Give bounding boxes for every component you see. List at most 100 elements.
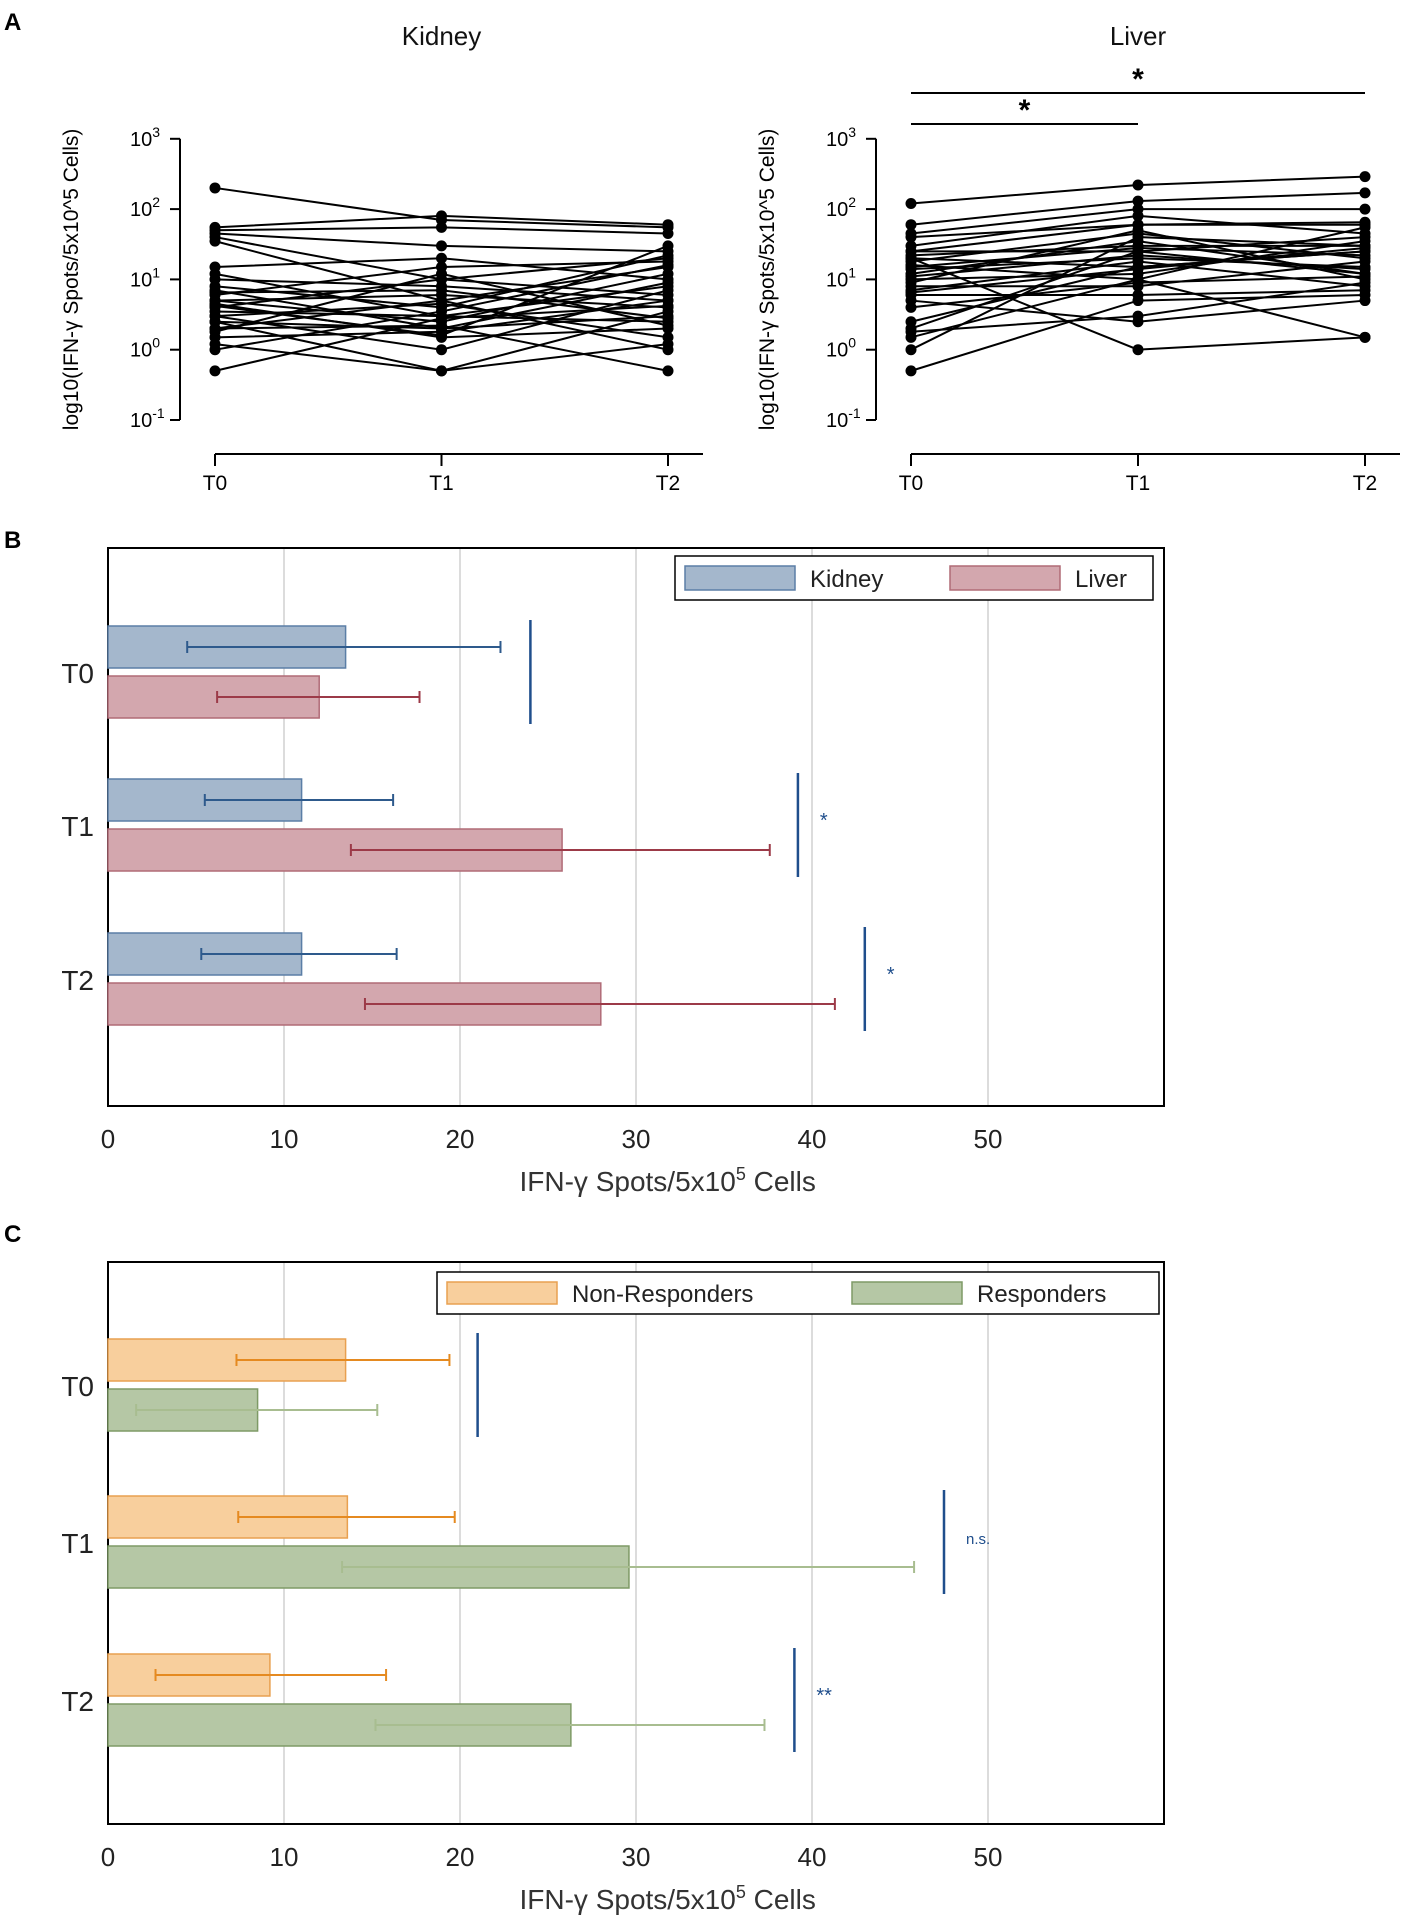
data-point bbox=[662, 227, 674, 239]
data-point bbox=[905, 219, 917, 231]
data-point bbox=[1132, 277, 1144, 289]
x-tick-label: 0 bbox=[101, 1124, 115, 1154]
data-point bbox=[209, 287, 221, 299]
y-tick-exponent: 3 bbox=[848, 124, 856, 140]
data-point bbox=[1132, 249, 1144, 261]
x-tick-label: T2 bbox=[656, 472, 681, 495]
category-label: T1 bbox=[61, 1528, 94, 1559]
data-point bbox=[905, 365, 917, 377]
y-tick-base: 10 bbox=[826, 410, 848, 432]
data-point bbox=[905, 245, 917, 257]
panel-c-bar-chart: 0 10 20 30 40 50 T0 T1 T2 n.s. ** Non-Responders Res… bbox=[61, 1261, 1165, 1915]
data-point bbox=[1132, 295, 1144, 307]
chart-title: Liver bbox=[1110, 21, 1167, 51]
data-point bbox=[1359, 216, 1371, 228]
category-label: T0 bbox=[61, 1371, 94, 1402]
x-tick-label: 50 bbox=[974, 1124, 1003, 1154]
legend-swatch bbox=[949, 565, 1061, 591]
data-point bbox=[436, 252, 447, 264]
data-point bbox=[436, 312, 447, 324]
data-point bbox=[1359, 270, 1371, 282]
data-point bbox=[436, 329, 447, 341]
x-tick-label: T1 bbox=[1126, 472, 1151, 495]
panel-label-b: B bbox=[4, 527, 21, 554]
significance-label: ** bbox=[816, 1685, 832, 1707]
data-point bbox=[905, 326, 917, 338]
y-tick-base: 10 bbox=[130, 340, 152, 362]
x-tick-label: 0 bbox=[101, 1842, 115, 1872]
data-point bbox=[662, 259, 674, 271]
x-tick-label: 40 bbox=[798, 1842, 827, 1872]
y-tick-label: 10-1 bbox=[826, 405, 861, 432]
data-point bbox=[436, 240, 447, 252]
data-point bbox=[905, 301, 917, 313]
data-point bbox=[662, 277, 674, 289]
y-tick-label: 100 bbox=[130, 335, 160, 362]
category-label: T2 bbox=[61, 965, 94, 996]
y-tick-exponent: 3 bbox=[152, 124, 160, 140]
x-axis-title-main: IFN-γ Spots/5x10 bbox=[520, 1166, 736, 1197]
x-tick-label: 10 bbox=[270, 1124, 299, 1154]
y-tick-label: 100 bbox=[826, 335, 856, 362]
x-tick-label: T1 bbox=[429, 472, 454, 495]
category-label: T1 bbox=[61, 811, 94, 842]
y-tick-base: 10 bbox=[130, 199, 152, 221]
data-point bbox=[1359, 171, 1371, 183]
y-tick-label: 103 bbox=[130, 124, 160, 151]
y-tick-label: 103 bbox=[826, 124, 856, 151]
data-point bbox=[1359, 331, 1371, 343]
x-tick-label: 20 bbox=[446, 1124, 475, 1154]
y-tick-base: 10 bbox=[826, 269, 848, 291]
legend-label: Kidney bbox=[810, 566, 883, 593]
data-point bbox=[662, 365, 674, 377]
data-point bbox=[905, 287, 917, 299]
data-point bbox=[905, 270, 917, 282]
x-tick-label: T2 bbox=[1353, 472, 1378, 495]
x-axis-title-main: IFN-γ Spots/5x10 bbox=[520, 1884, 736, 1915]
x-tick-label: T0 bbox=[899, 472, 924, 495]
legend-swatch bbox=[851, 1281, 963, 1305]
x-tick-label: 30 bbox=[622, 1842, 651, 1872]
data-point bbox=[662, 338, 674, 350]
chart-title: Kidney bbox=[402, 21, 482, 51]
y-tick-exponent: 2 bbox=[152, 194, 160, 210]
y-tick-exponent: -1 bbox=[848, 405, 861, 421]
x-axis-title: IFN-γ Spots/5x105 Cells bbox=[520, 1882, 816, 1915]
significance-label: * bbox=[820, 810, 828, 832]
category-label: T2 bbox=[61, 1686, 94, 1717]
y-tick-exponent: 0 bbox=[848, 335, 856, 351]
x-tick-label: 20 bbox=[446, 1842, 475, 1872]
data-point bbox=[1359, 295, 1371, 307]
x-tick-label: T0 bbox=[203, 472, 228, 495]
data-point bbox=[1359, 187, 1371, 199]
data-point bbox=[209, 365, 221, 377]
data-point bbox=[905, 344, 917, 356]
data-point bbox=[436, 268, 447, 280]
data-point bbox=[1132, 179, 1144, 191]
y-tick-label: 102 bbox=[130, 194, 160, 221]
legend-label: Non-Responders bbox=[572, 1281, 753, 1308]
significance-marker: * bbox=[1132, 63, 1144, 96]
legend-label: Liver bbox=[1075, 566, 1127, 593]
y-tick-exponent: 1 bbox=[152, 264, 160, 280]
y-tick-base: 10 bbox=[130, 269, 152, 291]
x-tick-label: 30 bbox=[622, 1124, 651, 1154]
data-point bbox=[1132, 195, 1144, 207]
data-point bbox=[1132, 219, 1144, 231]
legend-label: Responders bbox=[977, 1281, 1106, 1308]
x-axis-title-suffix: Cells bbox=[746, 1884, 816, 1915]
data-point bbox=[436, 344, 447, 356]
y-tick-base: 10 bbox=[130, 410, 152, 432]
data-point bbox=[209, 235, 221, 247]
x-axis-title-suffix: Cells bbox=[746, 1166, 816, 1197]
panel-b-bar-chart: 0 10 20 30 40 50 T0 T1 T2 * * Kidney Liver IFN-γ Spot… bbox=[61, 547, 1165, 1197]
y-tick-base: 10 bbox=[826, 199, 848, 221]
x-axis-title: IFN-γ Spots/5x105 Cells bbox=[520, 1164, 816, 1197]
x-axis-title-exponent: 5 bbox=[736, 1164, 746, 1184]
x-tick-label: 40 bbox=[798, 1124, 827, 1154]
data-point bbox=[1132, 263, 1144, 275]
data-point bbox=[1132, 231, 1144, 243]
legend-swatch bbox=[446, 1281, 558, 1305]
